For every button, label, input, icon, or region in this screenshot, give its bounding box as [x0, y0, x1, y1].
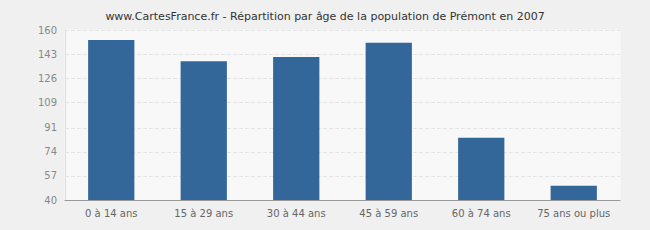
svg-text:57: 57: [44, 170, 57, 181]
svg-text:91: 91: [44, 122, 57, 133]
svg-text:30 à 44 ans: 30 à 44 ans: [267, 208, 326, 219]
svg-text:15 à 29 ans: 15 à 29 ans: [174, 208, 233, 219]
svg-text:45 à 59 ans: 45 à 59 ans: [359, 208, 418, 219]
svg-text:74: 74: [44, 146, 57, 157]
svg-text:www.CartesFrance.fr - Répartit: www.CartesFrance.fr - Répartition par âg…: [105, 10, 544, 23]
svg-text:0 à 14 ans: 0 à 14 ans: [85, 208, 137, 219]
svg-text:143: 143: [38, 49, 57, 60]
svg-text:109: 109: [38, 97, 57, 108]
svg-text:40: 40: [44, 195, 57, 206]
svg-text:126: 126: [38, 73, 57, 84]
svg-text:60 à 74 ans: 60 à 74 ans: [452, 208, 511, 219]
svg-text:160: 160: [38, 25, 57, 36]
svg-text:75 ans ou plus: 75 ans ou plus: [537, 208, 610, 219]
